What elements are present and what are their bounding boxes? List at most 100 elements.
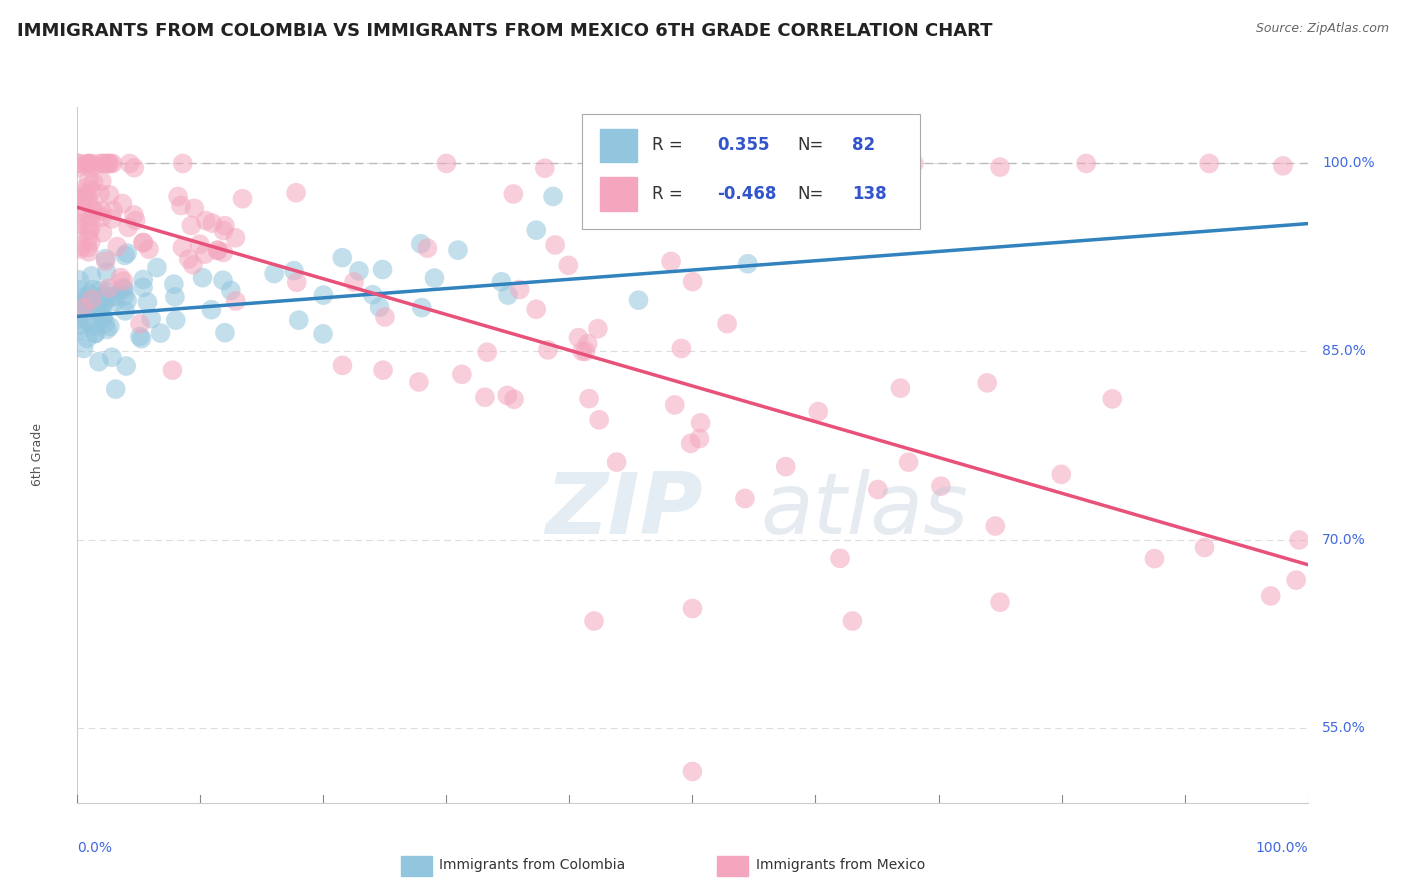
Point (371, 262, 394, 277)
Point (93, 156, 115, 170)
Point (903, 156, 925, 170)
Point (91, 226, 114, 240)
Point (1198, 156, 1220, 170)
Text: 0.0%: 0.0% (77, 841, 112, 855)
Point (73, 293, 96, 307)
Point (80, 288, 103, 302)
Point (285, 186, 308, 200)
Point (689, 416, 711, 430)
Point (146, 260, 169, 275)
Point (97, 156, 120, 170)
Point (73, 301, 96, 315)
Point (67, 156, 90, 170)
Point (101, 211, 124, 226)
Point (188, 237, 211, 252)
Point (263, 267, 285, 281)
Point (104, 294, 127, 309)
Point (200, 302, 222, 317)
Point (576, 336, 599, 351)
Point (110, 270, 132, 285)
Point (1260, 589, 1282, 603)
Point (368, 300, 391, 314)
Point (988, 160, 1011, 174)
Point (96, 284, 118, 298)
Point (557, 259, 579, 273)
Point (90, 284, 112, 298)
Point (574, 344, 596, 359)
Point (77, 244, 100, 259)
Point (77, 315, 100, 329)
Point (90, 211, 112, 225)
Point (94, 316, 117, 330)
Point (416, 241, 439, 255)
Point (283, 264, 305, 278)
Point (67, 156, 90, 170)
Point (450, 368, 472, 382)
Point (1143, 551, 1166, 566)
Point (76, 188, 98, 202)
Point (94, 254, 117, 268)
Point (70, 192, 93, 206)
Text: N=: N= (797, 136, 824, 154)
Point (131, 332, 153, 346)
Point (77, 156, 100, 170)
Point (606, 455, 628, 469)
Point (84, 319, 107, 334)
Point (67, 324, 90, 338)
Point (91, 309, 114, 323)
Point (225, 293, 247, 308)
Point (67, 318, 90, 333)
Point (80, 292, 103, 306)
Point (214, 219, 236, 233)
Point (80, 317, 103, 331)
Point (76, 292, 98, 306)
Bar (600, 128, 637, 162)
Point (544, 238, 567, 252)
Point (583, 614, 606, 628)
Point (509, 283, 531, 297)
Point (231, 192, 253, 206)
Point (97, 156, 120, 170)
Point (96, 322, 118, 336)
Point (285, 275, 308, 289)
Point (212, 273, 235, 287)
Point (180, 219, 202, 233)
Point (706, 156, 728, 170)
Point (207, 244, 229, 258)
Point (780, 156, 803, 170)
Point (659, 254, 682, 268)
FancyBboxPatch shape (582, 114, 920, 229)
Point (664, 398, 686, 412)
Point (897, 455, 920, 469)
Point (688, 432, 710, 446)
Point (84, 326, 107, 341)
Point (115, 359, 138, 373)
Point (734, 491, 756, 506)
Point (72, 301, 94, 315)
Point (219, 284, 242, 298)
Point (682, 764, 704, 779)
Point (586, 321, 609, 335)
Point (436, 156, 458, 170)
Point (1194, 541, 1216, 555)
Point (524, 302, 547, 317)
Point (67, 283, 90, 297)
Point (138, 242, 160, 256)
Point (72, 186, 94, 200)
Point (737, 257, 759, 271)
Point (111, 281, 134, 295)
Point (889, 381, 911, 395)
Point (409, 236, 432, 251)
Point (1101, 392, 1123, 406)
Point (347, 264, 370, 278)
Point (94, 252, 117, 266)
Point (1285, 573, 1308, 587)
Text: 100.0%: 100.0% (1256, 841, 1308, 855)
Point (447, 243, 470, 257)
Text: N=: N= (797, 185, 824, 203)
Point (73, 192, 96, 206)
Point (567, 330, 589, 344)
Point (332, 359, 354, 373)
Point (607, 157, 630, 171)
Point (67, 220, 90, 235)
